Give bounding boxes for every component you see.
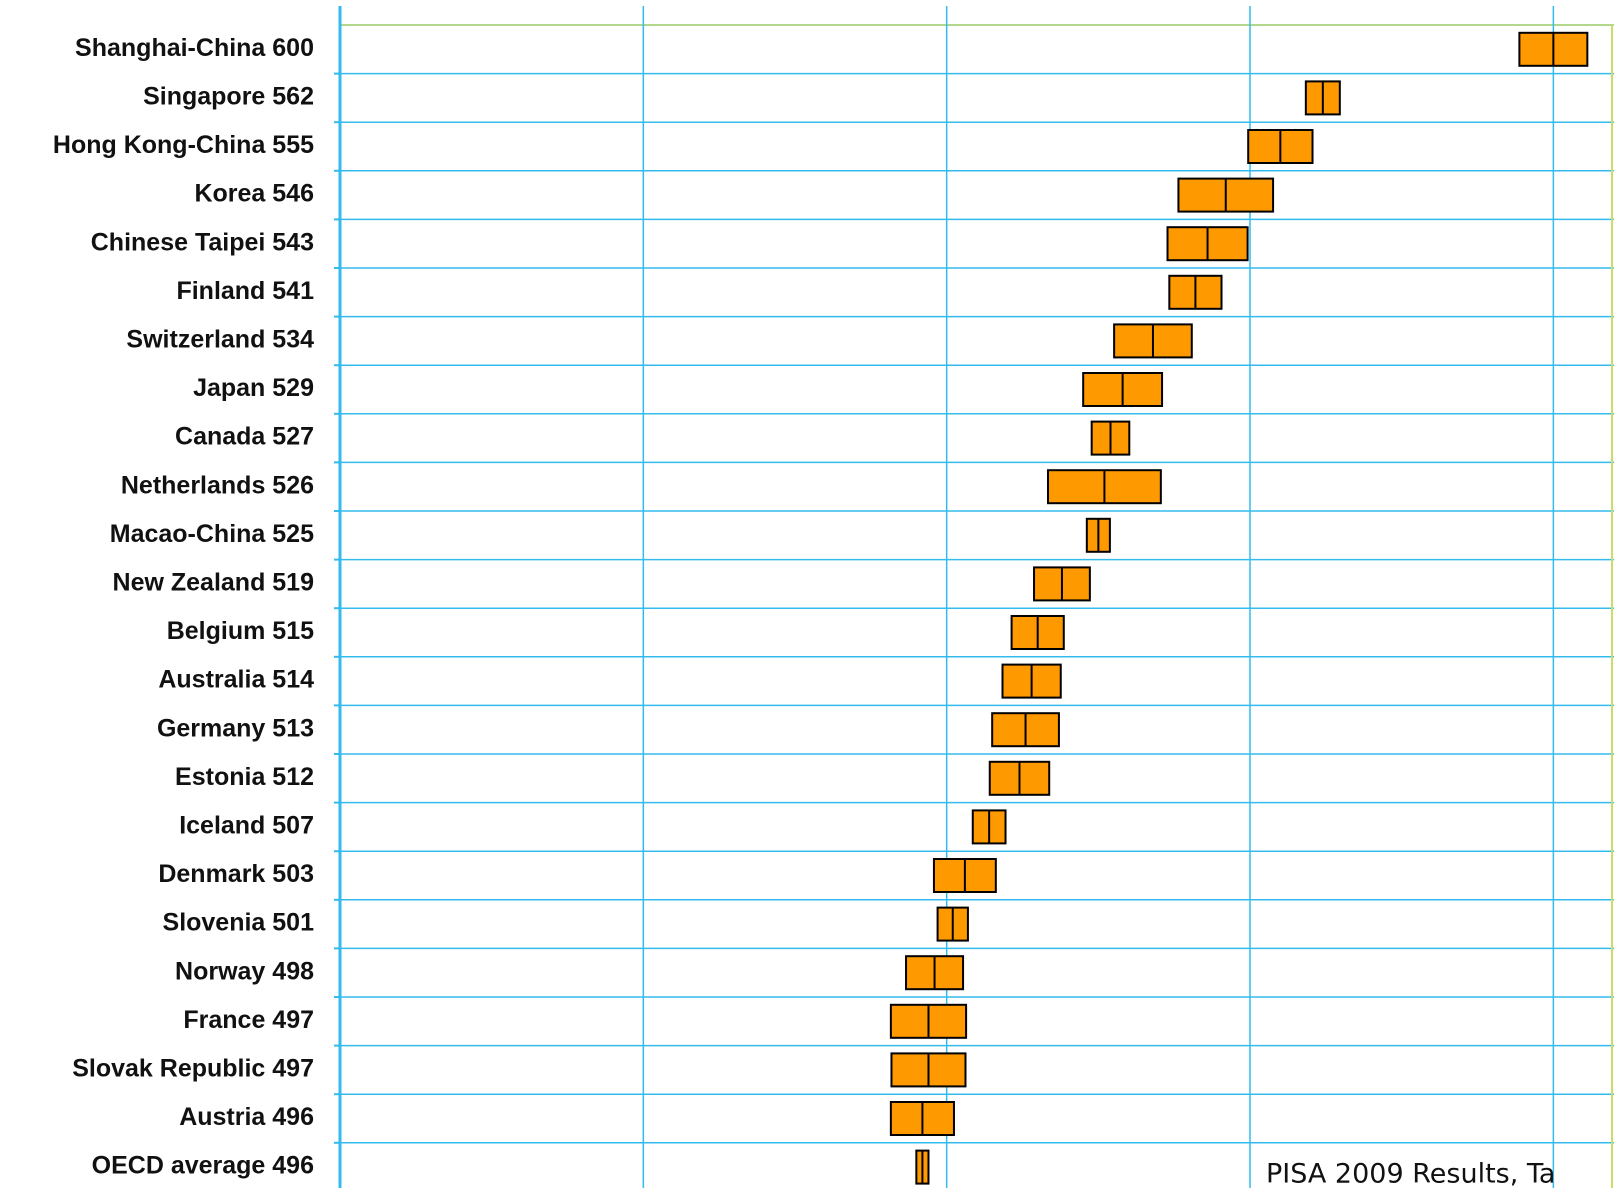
category-label: Australia 514 (158, 666, 314, 694)
category-label: OECD average 496 (92, 1152, 314, 1180)
category-label: France 497 (183, 1006, 314, 1034)
category-label: Korea 546 (194, 180, 314, 208)
category-label: Norway 498 (175, 957, 314, 985)
category-label: Slovenia 501 (163, 909, 315, 937)
category-label: Switzerland 534 (126, 326, 314, 354)
category-label: Germany 513 (157, 714, 314, 742)
category-label: Japan 529 (193, 374, 314, 402)
category-label: Canada 527 (175, 423, 314, 451)
category-label: Chinese Taipei 543 (91, 228, 314, 256)
category-label: Shanghai-China 600 (75, 34, 314, 62)
category-label: Singapore 562 (143, 83, 314, 111)
category-label: Finland 541 (176, 277, 314, 305)
category-label: Netherlands 526 (121, 471, 314, 499)
category-label: New Zealand 519 (113, 569, 314, 597)
category-label: Slovak Republic 497 (72, 1055, 314, 1083)
category-label: Denmark 503 (158, 860, 314, 888)
category-label: Estonia 512 (175, 763, 314, 791)
category-label: Austria 496 (179, 1103, 314, 1131)
category-label: Belgium 515 (167, 617, 314, 645)
category-label: Iceland 507 (179, 812, 314, 840)
category-label: Macao-China 525 (110, 520, 314, 548)
source-note: PISA 2009 Results, Ta (1266, 1159, 1555, 1188)
category-label: Hong Kong-China 555 (53, 131, 314, 159)
